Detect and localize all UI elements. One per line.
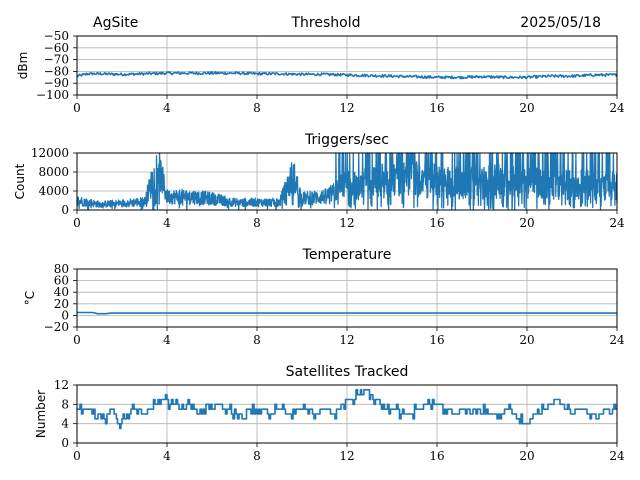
x-tick-label: 12 <box>339 333 354 347</box>
panel-title: Triggers/sec <box>304 132 389 148</box>
x-tick-label: 24 <box>609 216 625 230</box>
y-axis-label: Count <box>13 163 27 199</box>
x-tick-label: 4 <box>163 101 171 115</box>
y-axis-label: Number <box>34 390 48 438</box>
site-label: AgSite <box>93 15 138 31</box>
x-tick-label: 0 <box>73 101 81 115</box>
x-tick-label: 0 <box>73 216 81 230</box>
data-series-line <box>76 71 617 80</box>
x-tick-label: 16 <box>429 101 444 115</box>
x-tick-label: 20 <box>519 333 534 347</box>
y-axis-label: °C <box>23 291 37 305</box>
y-tick-label: −90 <box>44 76 69 90</box>
x-tick-label: 24 <box>609 449 625 463</box>
y-tick-label: 12000 <box>31 146 69 160</box>
chart-panel-2: 0 4 8 12 16 20 24 0 4000 8000 12000 Triggers/sec Cou… <box>13 132 625 230</box>
x-tick-label: 12 <box>339 101 354 115</box>
x-tick-label: 16 <box>429 449 444 463</box>
header-title: Threshold <box>291 15 361 31</box>
y-tick-label: −80 <box>44 64 69 78</box>
data-series-line <box>76 152 618 211</box>
y-tick-label: −50 <box>44 29 69 43</box>
x-tick-label: 0 <box>73 333 81 347</box>
y-tick-label: 0 <box>61 308 69 322</box>
y-tick-label: 20 <box>54 297 69 311</box>
x-tick-label: 24 <box>609 101 625 115</box>
x-tick-label: 24 <box>609 333 625 347</box>
date-label: 2025/05/18 <box>520 15 601 31</box>
data-series-line <box>77 389 617 430</box>
x-tick-label: 8 <box>253 101 261 115</box>
x-tick-label: 8 <box>253 449 261 463</box>
data-series-line <box>77 311 617 315</box>
y-tick-label: 80 <box>54 262 69 276</box>
x-tick-label: 4 <box>163 216 171 230</box>
y-tick-label: −70 <box>44 53 69 67</box>
y-tick-label: −20 <box>44 320 69 334</box>
chart-panel-1: 0 4 8 12 16 20 24 −50−60−70−80−90−100 dBm <box>16 29 625 115</box>
x-tick-label: 4 <box>163 449 171 463</box>
y-tick-label: 8000 <box>38 165 69 179</box>
panel-title: Temperature <box>302 247 392 263</box>
x-tick-label: 20 <box>519 216 534 230</box>
x-tick-label: 20 <box>519 101 534 115</box>
chart-panels: 0 4 8 12 16 20 24 −50−60−70−80−90−100 dBm 0 4 8 12 16… <box>13 29 625 463</box>
x-tick-label: 16 <box>429 333 444 347</box>
x-tick-label: 20 <box>519 449 534 463</box>
y-tick-label: 4 <box>61 417 69 431</box>
y-tick-label: 4000 <box>38 184 69 198</box>
x-tick-label: 8 <box>253 333 261 347</box>
x-tick-label: 8 <box>253 216 261 230</box>
y-tick-label: 40 <box>54 285 69 299</box>
y-tick-label: 0 <box>61 203 69 217</box>
panel-title: Satellites Tracked <box>286 364 409 380</box>
y-tick-label: −100 <box>36 88 69 102</box>
y-tick-label: 60 <box>54 274 69 288</box>
y-axis-label: dBm <box>16 52 30 80</box>
x-tick-label: 12 <box>339 449 354 463</box>
y-tick-label: 0 <box>61 436 69 450</box>
chart-panel-4: 0 4 8 12 16 20 24 0 4 8 12 Satellites Tracked Number <box>34 364 625 463</box>
x-tick-label: 4 <box>163 333 171 347</box>
y-tick-label: 8 <box>61 397 69 411</box>
x-tick-label: 16 <box>429 216 444 230</box>
y-tick-label: 12 <box>54 378 69 392</box>
y-tick-label: −60 <box>44 41 69 55</box>
x-tick-label: 12 <box>339 216 354 230</box>
x-tick-label: 0 <box>73 449 81 463</box>
